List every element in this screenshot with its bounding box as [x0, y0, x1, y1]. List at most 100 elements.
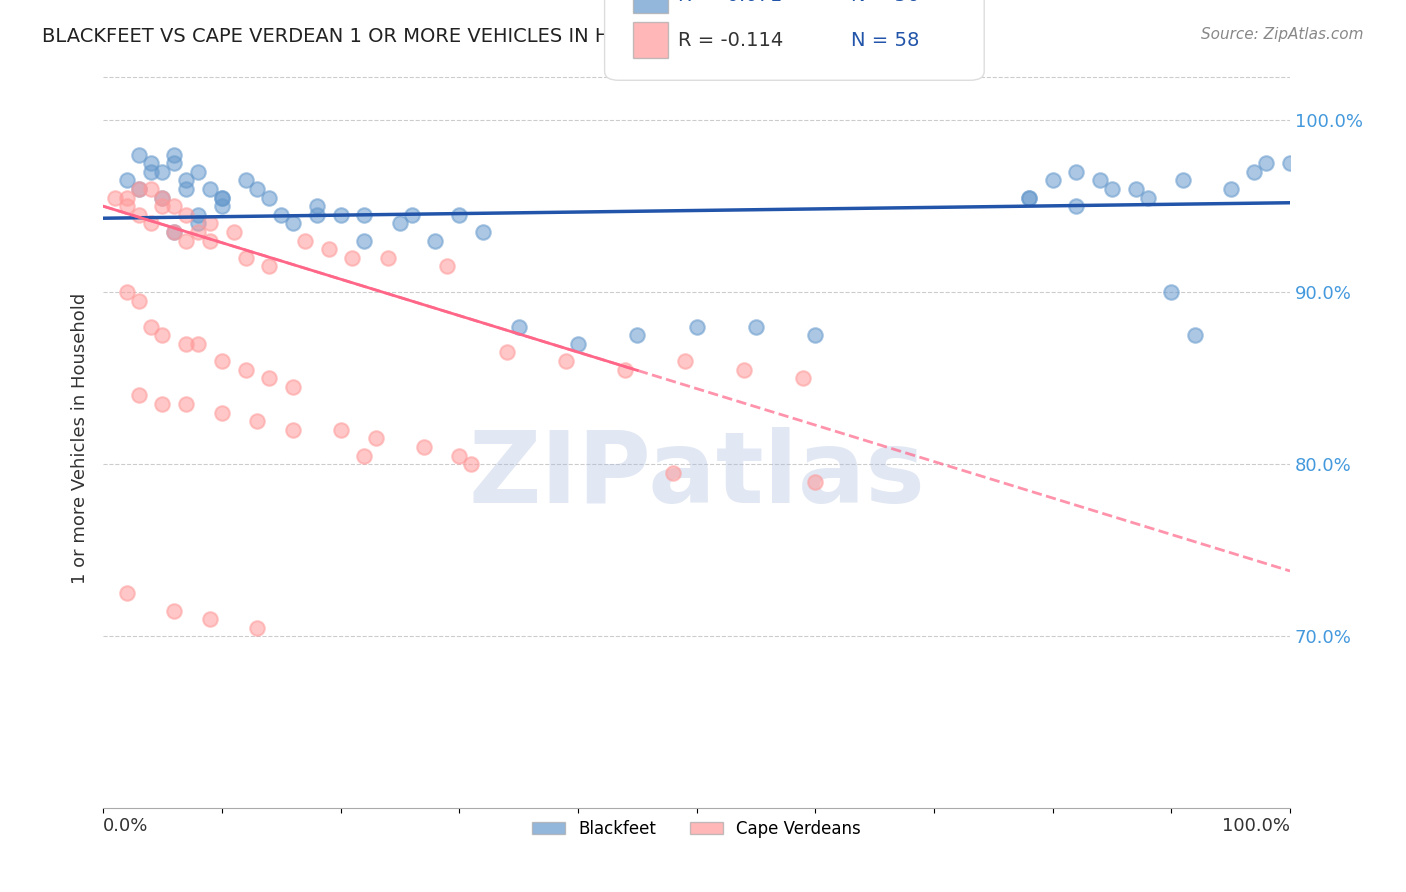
Point: [353, 208, 375, 222]
Point: [259, 260, 281, 274]
Point: [115, 285, 138, 300]
Point: [1256, 156, 1278, 170]
Point: [128, 147, 150, 161]
Point: [198, 612, 221, 626]
Point: [1243, 165, 1265, 179]
Legend: Blackfeet, Cape Verdeans: Blackfeet, Cape Verdeans: [526, 814, 868, 845]
Point: [804, 475, 827, 489]
Point: [139, 182, 162, 196]
Point: [139, 216, 162, 230]
Point: [246, 621, 269, 635]
Point: [139, 319, 162, 334]
Point: [163, 603, 186, 617]
Y-axis label: 1 or more Vehicles in Household: 1 or more Vehicles in Household: [72, 293, 89, 584]
Point: [567, 336, 589, 351]
Point: [329, 423, 352, 437]
Point: [1042, 173, 1064, 187]
Point: [449, 208, 471, 222]
Point: [128, 208, 150, 222]
Point: [388, 216, 411, 230]
Point: [614, 362, 637, 376]
Point: [152, 165, 174, 179]
Point: [733, 362, 755, 376]
Point: [115, 173, 138, 187]
Point: [281, 423, 304, 437]
Point: [174, 234, 197, 248]
Point: [163, 147, 186, 161]
Point: [174, 173, 197, 187]
Point: [1136, 190, 1159, 204]
Point: [329, 208, 352, 222]
Point: [342, 251, 364, 265]
Point: [187, 165, 209, 179]
Point: [281, 216, 304, 230]
Point: [1018, 190, 1040, 204]
Point: [1066, 165, 1088, 179]
Point: [152, 199, 174, 213]
Point: [270, 208, 292, 222]
Point: [294, 234, 316, 248]
Point: [1173, 173, 1195, 187]
Point: [305, 208, 328, 222]
Point: [662, 466, 685, 480]
Text: R = -0.114: R = -0.114: [678, 30, 783, 50]
Point: [174, 208, 197, 222]
Point: [1219, 182, 1241, 196]
Point: [305, 199, 328, 213]
Point: [281, 380, 304, 394]
Point: [211, 354, 233, 368]
Point: [673, 354, 696, 368]
Point: [626, 328, 648, 343]
Point: [152, 397, 174, 411]
Point: [115, 190, 138, 204]
Point: [128, 182, 150, 196]
Point: [163, 199, 186, 213]
Point: [211, 190, 233, 204]
Point: [436, 260, 458, 274]
Point: [163, 225, 186, 239]
Point: [425, 234, 447, 248]
Point: [152, 328, 174, 343]
Point: [115, 199, 138, 213]
Point: [1101, 182, 1123, 196]
Point: [353, 449, 375, 463]
Point: [377, 251, 399, 265]
Point: [1279, 156, 1302, 170]
Point: [235, 251, 257, 265]
Point: [1088, 173, 1111, 187]
Point: [1160, 285, 1182, 300]
Point: [174, 182, 197, 196]
Point: [460, 458, 482, 472]
Point: [152, 190, 174, 204]
Point: [187, 208, 209, 222]
Point: [235, 362, 257, 376]
Point: [1066, 199, 1088, 213]
Point: [353, 234, 375, 248]
Point: [366, 432, 388, 446]
Point: [163, 225, 186, 239]
Point: [211, 190, 233, 204]
Point: [685, 319, 707, 334]
Point: [163, 156, 186, 170]
Point: [187, 336, 209, 351]
Point: [555, 354, 578, 368]
Point: [318, 242, 340, 256]
Point: [211, 406, 233, 420]
Point: [128, 182, 150, 196]
Point: [235, 173, 257, 187]
Point: [1184, 328, 1206, 343]
Point: [174, 397, 197, 411]
Point: [471, 225, 494, 239]
Text: BLACKFEET VS CAPE VERDEAN 1 OR MORE VEHICLES IN HOUSEHOLD CORRELATION CHART: BLACKFEET VS CAPE VERDEAN 1 OR MORE VEHI…: [42, 27, 936, 45]
Text: Source: ZipAtlas.com: Source: ZipAtlas.com: [1201, 27, 1364, 42]
Point: [211, 199, 233, 213]
Point: [128, 293, 150, 308]
Point: [1125, 182, 1147, 196]
Point: [259, 190, 281, 204]
Text: 100.0%: 100.0%: [1222, 817, 1291, 835]
Point: [449, 449, 471, 463]
Point: [128, 388, 150, 402]
Point: [139, 165, 162, 179]
Point: [246, 182, 269, 196]
Point: [187, 225, 209, 239]
